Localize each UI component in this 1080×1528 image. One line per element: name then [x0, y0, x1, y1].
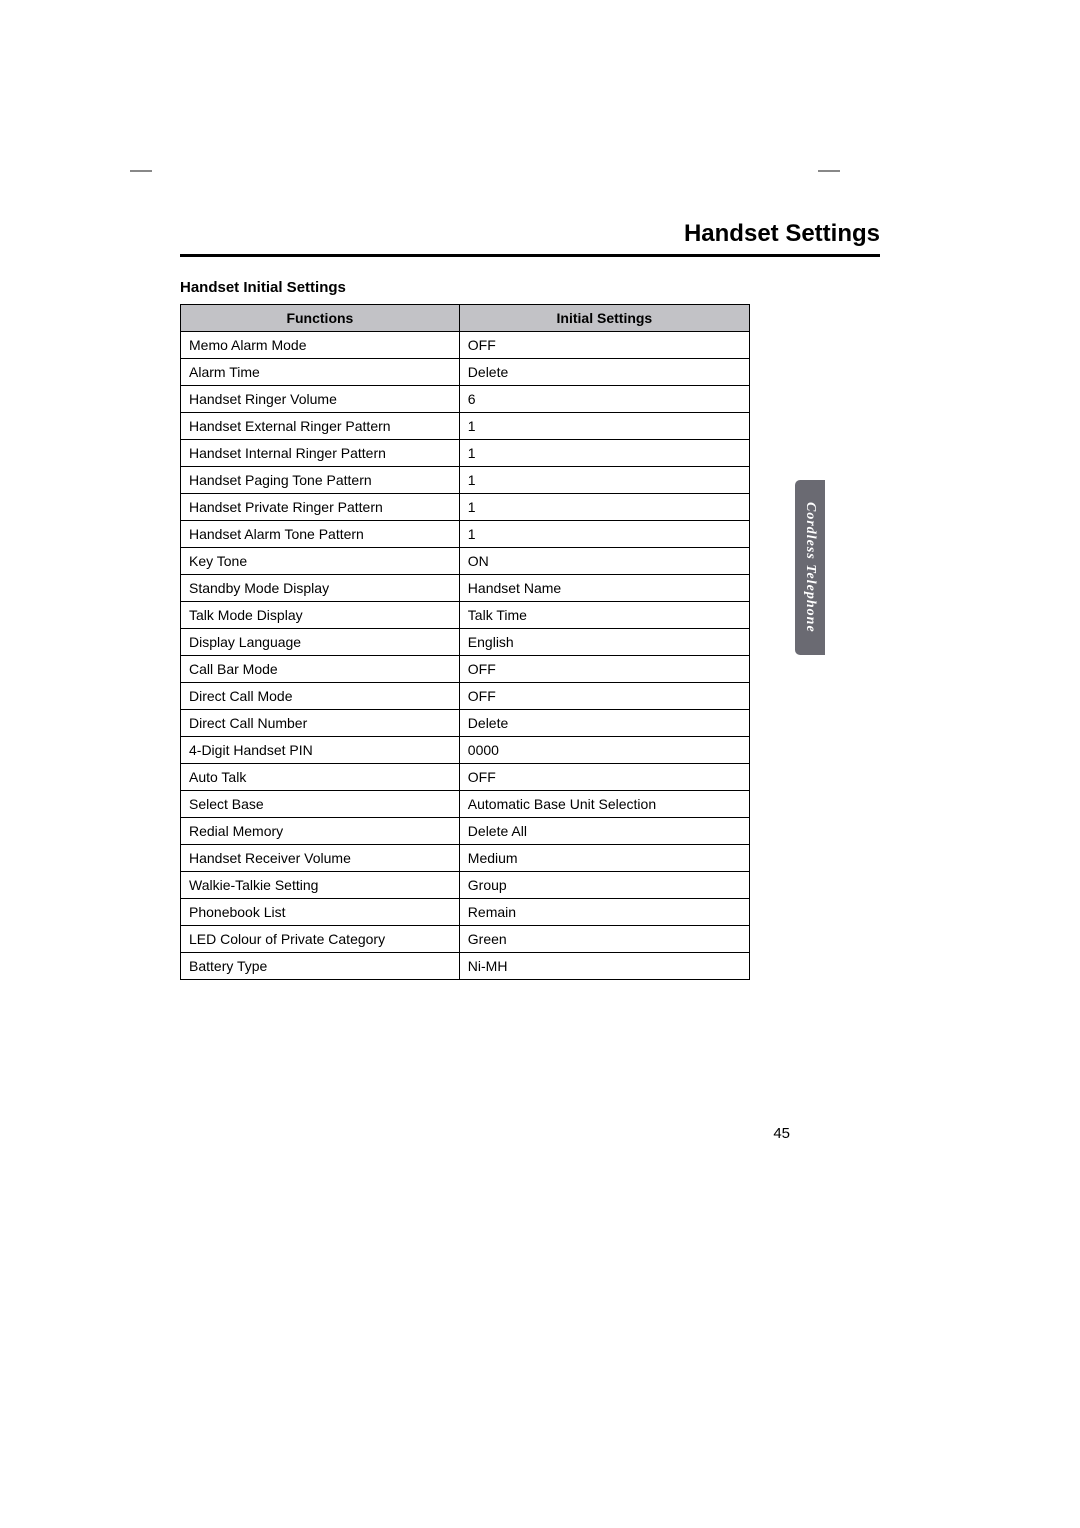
side-tab-label: Cordless Telephone — [802, 502, 818, 633]
table-row: Handset Alarm Tone Pattern1 — [181, 521, 750, 548]
cell-function: LED Colour of Private Category — [181, 926, 460, 953]
cell-setting: ON — [459, 548, 749, 575]
table-row: Handset Ringer Volume6 — [181, 386, 750, 413]
cell-function: Memo Alarm Mode — [181, 332, 460, 359]
table-row: Key ToneON — [181, 548, 750, 575]
crop-mark-tr — [818, 170, 840, 172]
table-row: Call Bar ModeOFF — [181, 656, 750, 683]
cell-setting: Delete — [459, 710, 749, 737]
cell-function: Auto Talk — [181, 764, 460, 791]
table-row: Memo Alarm ModeOFF — [181, 332, 750, 359]
cell-function: Handset External Ringer Pattern — [181, 413, 460, 440]
cell-setting: 6 — [459, 386, 749, 413]
cell-function: Call Bar Mode — [181, 656, 460, 683]
cell-setting: 1 — [459, 494, 749, 521]
table-row: 4-Digit Handset PIN0000 — [181, 737, 750, 764]
col-header-initial-settings: Initial Settings — [459, 305, 749, 332]
cell-function: Walkie-Talkie Setting — [181, 872, 460, 899]
cell-setting: Handset Name — [459, 575, 749, 602]
cell-setting: OFF — [459, 764, 749, 791]
cell-function: Display Language — [181, 629, 460, 656]
cell-setting: Talk Time — [459, 602, 749, 629]
cell-setting: OFF — [459, 656, 749, 683]
cell-function: Handset Internal Ringer Pattern — [181, 440, 460, 467]
cell-function: Talk Mode Display — [181, 602, 460, 629]
cell-setting: Ni-MH — [459, 953, 749, 980]
table-header-row: Functions Initial Settings — [181, 305, 750, 332]
cell-setting: Automatic Base Unit Selection — [459, 791, 749, 818]
table-subtitle: Handset Initial Settings — [180, 279, 750, 296]
cell-function: 4-Digit Handset PIN — [181, 737, 460, 764]
cell-function: Select Base — [181, 791, 460, 818]
cell-setting: 1 — [459, 413, 749, 440]
col-header-functions: Functions — [181, 305, 460, 332]
table-row: Handset Receiver VolumeMedium — [181, 845, 750, 872]
cell-function: Handset Private Ringer Pattern — [181, 494, 460, 521]
table-row: Select BaseAutomatic Base Unit Selection — [181, 791, 750, 818]
cell-function: Standby Mode Display — [181, 575, 460, 602]
crop-mark-tl — [130, 170, 152, 172]
table-row: Auto TalkOFF — [181, 764, 750, 791]
table-row: Battery TypeNi-MH — [181, 953, 750, 980]
table-row: Walkie-Talkie SettingGroup — [181, 872, 750, 899]
table-row: Handset External Ringer Pattern1 — [181, 413, 750, 440]
cell-setting: OFF — [459, 332, 749, 359]
cell-function: Handset Receiver Volume — [181, 845, 460, 872]
cell-function: Phonebook List — [181, 899, 460, 926]
table-row: Redial MemoryDelete All — [181, 818, 750, 845]
page-title: Handset Settings — [180, 220, 880, 257]
table-row: Display LanguageEnglish — [181, 629, 750, 656]
table-row: Talk Mode DisplayTalk Time — [181, 602, 750, 629]
content-wrap: Handset Initial Settings Functions Initi… — [180, 279, 750, 980]
cell-setting: 0000 — [459, 737, 749, 764]
cell-function: Direct Call Number — [181, 710, 460, 737]
cell-function: Key Tone — [181, 548, 460, 575]
cell-setting: 1 — [459, 467, 749, 494]
table-row: Standby Mode DisplayHandset Name — [181, 575, 750, 602]
table-row: Handset Internal Ringer Pattern1 — [181, 440, 750, 467]
table-row: Direct Call ModeOFF — [181, 683, 750, 710]
cell-setting: OFF — [459, 683, 749, 710]
table-body: Memo Alarm ModeOFFAlarm TimeDeleteHandse… — [181, 332, 750, 980]
page-content: Handset Settings Handset Initial Setting… — [180, 220, 880, 980]
table-row: Direct Call NumberDelete — [181, 710, 750, 737]
cell-function: Redial Memory — [181, 818, 460, 845]
table-row: Phonebook ListRemain — [181, 899, 750, 926]
cell-function: Handset Alarm Tone Pattern — [181, 521, 460, 548]
page-number: 45 — [773, 1125, 790, 1142]
cell-function: Direct Call Mode — [181, 683, 460, 710]
table-row: Handset Private Ringer Pattern1 — [181, 494, 750, 521]
cell-setting: Delete All — [459, 818, 749, 845]
side-tab: Cordless Telephone — [795, 480, 825, 655]
cell-setting: 1 — [459, 440, 749, 467]
cell-setting: 1 — [459, 521, 749, 548]
cell-setting: Remain — [459, 899, 749, 926]
cell-function: Handset Ringer Volume — [181, 386, 460, 413]
cell-setting: English — [459, 629, 749, 656]
cell-setting: Delete — [459, 359, 749, 386]
settings-table: Functions Initial Settings Memo Alarm Mo… — [180, 304, 750, 980]
cell-setting: Medium — [459, 845, 749, 872]
table-row: LED Colour of Private CategoryGreen — [181, 926, 750, 953]
cell-function: Battery Type — [181, 953, 460, 980]
cell-function: Handset Paging Tone Pattern — [181, 467, 460, 494]
table-row: Alarm TimeDelete — [181, 359, 750, 386]
cell-setting: Group — [459, 872, 749, 899]
cell-function: Alarm Time — [181, 359, 460, 386]
cell-setting: Green — [459, 926, 749, 953]
table-row: Handset Paging Tone Pattern1 — [181, 467, 750, 494]
